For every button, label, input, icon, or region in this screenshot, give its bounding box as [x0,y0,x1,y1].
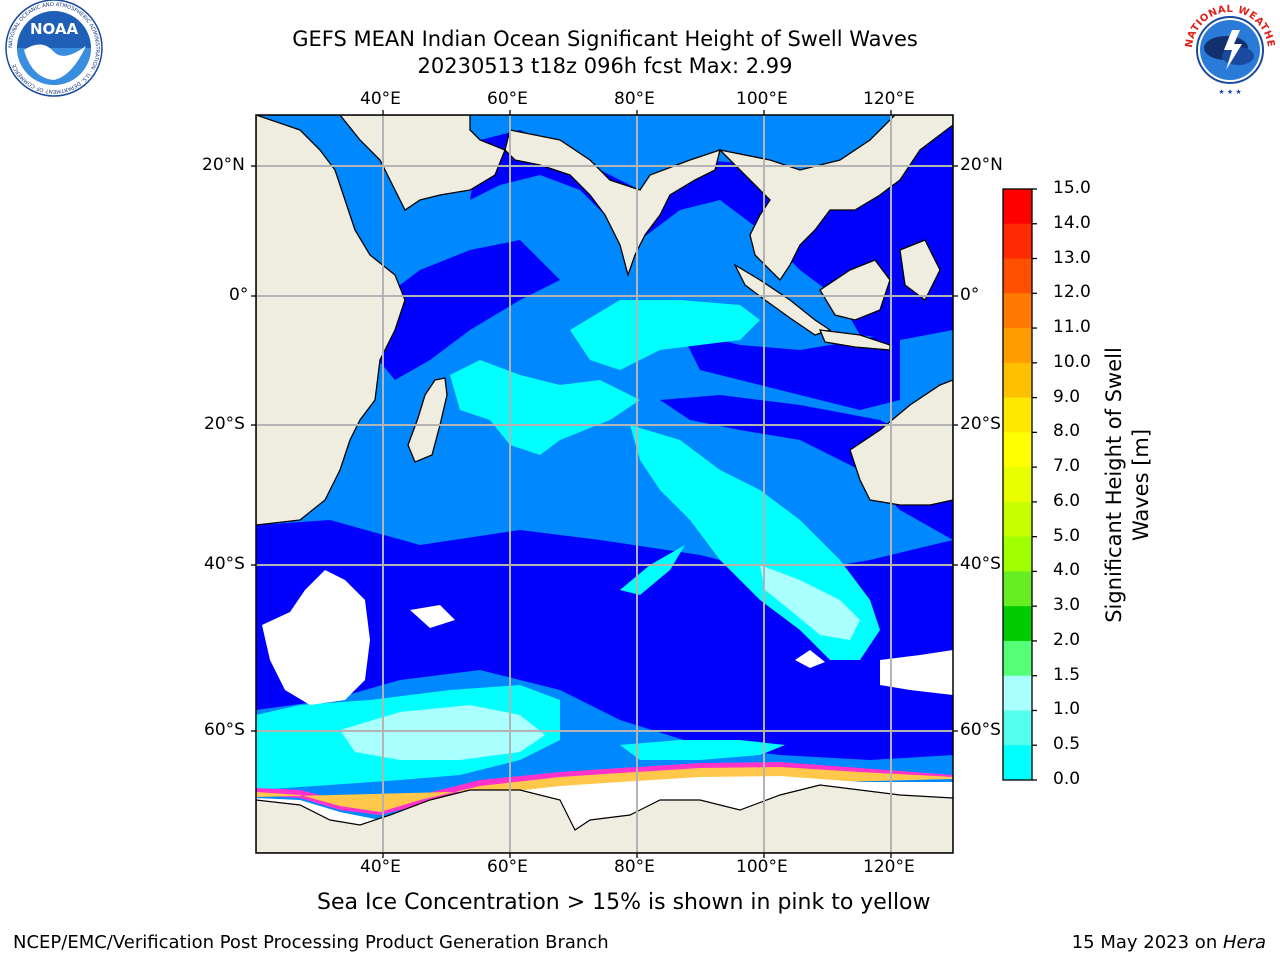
sea-ice-caption: Sea Ice Concentration > 15% is shown in … [317,890,931,915]
swell-field-2.0-3.0 [340,565,860,760]
map-ticks [251,110,958,858]
lat-label-right: 60°S [960,720,1001,740]
svg-text:★ ★ ★: ★ ★ ★ [1218,88,1241,96]
nws-logo: NATIONAL WEATHER SERVICE ★ ★ ★ [1180,0,1278,98]
colorbar-tick-label: 6.0 [1053,490,1081,511]
colorbar-tick-label: 14.0 [1053,212,1091,233]
lon-label-top: 100°E [736,89,788,109]
colorbar-tick-label: 7.0 [1053,456,1081,477]
footer-date: 15 May 2023 on Hera [1071,932,1266,953]
colorbar-tick-label: 0.5 [1053,734,1081,755]
colorbar-tick-label: 9.0 [1053,386,1081,407]
lat-label-right: 20°N [960,155,1003,175]
colorbar-tick-label: 10.0 [1053,351,1091,372]
lon-label-top: 80°E [614,89,655,109]
colorbar-tick-label: 0.0 [1053,769,1081,789]
colorbar-tick-label: 3.0 [1053,595,1081,616]
svg-text:NOAA: NOAA [30,20,79,38]
colorbar-tick-label: 12.0 [1053,282,1091,303]
lon-label-bottom: 40°E [360,857,401,877]
colorbar-tick-label: 13.0 [1053,247,1091,268]
lon-label-bottom: 120°E [863,857,915,877]
lat-label-right: 40°S [960,554,1001,574]
map-title: GEFS MEAN Indian Ocean Significant Heigh… [292,27,918,51]
lat-label-right: 0° [960,285,980,305]
lat-label-left: 60°S [204,720,245,740]
lon-label-bottom: 80°E [614,857,655,877]
footer-machine: Hera [1222,932,1266,953]
colorbar-tick-label: 8.0 [1053,421,1081,442]
lat-label-left: 20°S [204,414,245,434]
lat-label-right: 20°S [960,414,1001,434]
lon-label-top: 40°E [360,89,401,109]
colorbar-tick-label: 5.0 [1053,525,1081,546]
land [256,115,953,853]
lat-label-left: 0° [229,285,249,305]
lon-label-top: 60°E [487,89,528,109]
colorbar-tick-label: 1.0 [1053,699,1081,720]
lon-label-top: 120°E [863,89,915,109]
footer-credit: NCEP/EMC/Verification Post Processing Pr… [13,932,609,953]
map-frame [255,114,954,854]
noaa-logo: NOAA NATIONAL OCEANIC AND ATMOSPHERIC AD… [5,0,103,97]
colorbar-tick-label: 2.0 [1053,629,1081,650]
lat-label-left: 40°S [204,554,245,574]
lat-label-left: 20°N [202,155,245,175]
colorbar-tick-label: 1.5 [1053,664,1081,685]
map-field [256,115,953,853]
colorbar-tick-label: 11.0 [1053,317,1091,338]
colorbar-tick-label: 4.0 [1053,560,1081,581]
lon-label-bottom: 60°E [487,857,528,877]
lon-label-bottom: 100°E [736,857,788,877]
gridlines [256,115,953,853]
map-subtitle: 20230513 t18z 096h fcst Max: 2.99 [417,54,793,78]
colorbar-tick-label: 15.0 [1053,178,1091,198]
